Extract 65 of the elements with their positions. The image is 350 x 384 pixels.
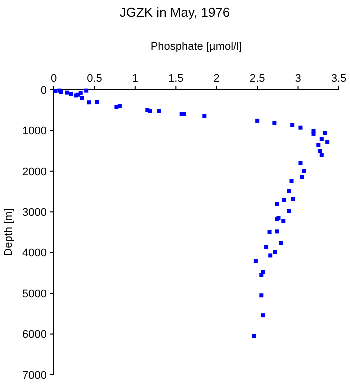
point bbox=[114, 106, 119, 110]
x-tick-label: 3.5 bbox=[331, 73, 347, 85]
y-tick-label: 4000 bbox=[22, 248, 47, 260]
point bbox=[202, 114, 207, 118]
y-axis-title: Depth [m] bbox=[3, 208, 15, 256]
point bbox=[316, 143, 321, 148]
point bbox=[260, 294, 264, 298]
point bbox=[275, 230, 280, 234]
point bbox=[157, 109, 162, 114]
point bbox=[182, 112, 186, 116]
point bbox=[298, 126, 303, 130]
point bbox=[272, 120, 277, 125]
point bbox=[287, 189, 292, 194]
point bbox=[287, 209, 292, 214]
point bbox=[298, 161, 303, 166]
point bbox=[95, 100, 100, 104]
y-tick-label: 6000 bbox=[22, 329, 47, 342]
point bbox=[65, 90, 70, 95]
x-tick-label: 1 bbox=[132, 73, 138, 85]
x-tick-label: 3 bbox=[295, 73, 302, 85]
point bbox=[84, 88, 89, 93]
point bbox=[273, 250, 278, 254]
point bbox=[320, 153, 324, 158]
y-tick-label: 7000 bbox=[22, 370, 47, 382]
y-tick-label: 0 bbox=[40, 84, 47, 97]
point bbox=[78, 91, 83, 96]
point bbox=[290, 123, 295, 128]
point bbox=[268, 254, 273, 258]
x-tick-label: 2 bbox=[214, 73, 220, 85]
point bbox=[118, 104, 122, 108]
point bbox=[320, 137, 324, 142]
point bbox=[54, 89, 58, 94]
x-axis-title: Phosphate [µmol/l] bbox=[150, 41, 242, 53]
point bbox=[318, 149, 322, 154]
point bbox=[80, 96, 84, 100]
point bbox=[312, 132, 316, 136]
point bbox=[87, 100, 92, 105]
point bbox=[261, 314, 266, 318]
x-tick-label: 2.5 bbox=[250, 73, 266, 85]
point bbox=[69, 92, 74, 96]
point bbox=[252, 334, 256, 338]
point bbox=[275, 202, 280, 206]
x-tick-label: 0 bbox=[50, 73, 58, 85]
point bbox=[254, 259, 258, 264]
point bbox=[260, 273, 264, 278]
x-tick-label: 1.5 bbox=[168, 73, 184, 85]
point bbox=[300, 175, 304, 180]
point bbox=[282, 220, 286, 224]
point bbox=[282, 198, 286, 202]
y-tick-label: 2000 bbox=[22, 166, 47, 178]
point bbox=[148, 109, 152, 114]
point bbox=[279, 241, 284, 246]
x-tick-label: 0.5 bbox=[87, 73, 102, 85]
point bbox=[326, 140, 330, 144]
point bbox=[291, 197, 296, 202]
y-tick-label: 5000 bbox=[22, 288, 47, 300]
point bbox=[323, 131, 328, 136]
point bbox=[256, 118, 260, 123]
point bbox=[290, 179, 294, 184]
point bbox=[264, 245, 269, 250]
point bbox=[302, 169, 306, 174]
point bbox=[268, 230, 272, 234]
chart-title: JGZK in May, 1976 bbox=[120, 5, 230, 20]
y-tick-label: 1000 bbox=[22, 126, 47, 138]
y-tick-label: 3000 bbox=[22, 206, 47, 219]
